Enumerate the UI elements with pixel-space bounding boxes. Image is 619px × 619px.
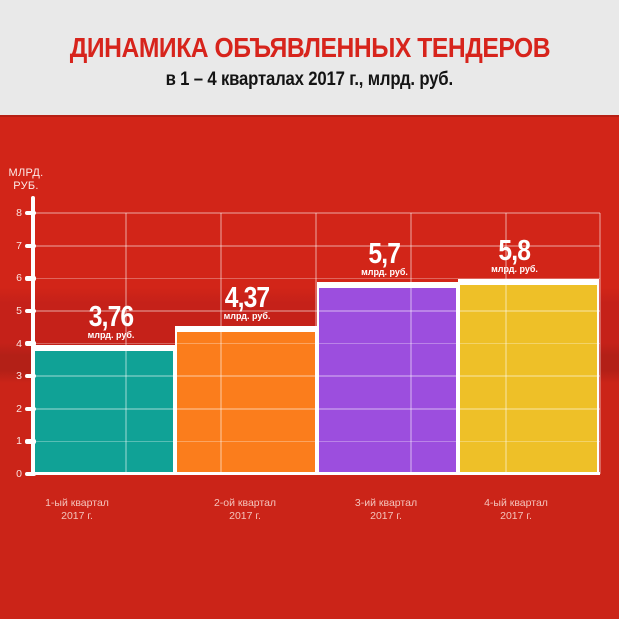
bar-value-label: 4,37 млрд. руб. (221, 281, 273, 321)
x-axis-label: 1-ый квартал 2017 г. (45, 497, 109, 523)
h-gridline (34, 310, 600, 312)
y-axis-line (31, 196, 35, 475)
bar-value-unit: млрд. руб. (491, 263, 538, 274)
y-tick-mark (25, 308, 36, 314)
bar-value-label: 3,76 млрд. руб. (85, 301, 137, 341)
bar-value-number: 4,37 (224, 281, 270, 314)
x-axis-label-line2: 2017 г. (61, 510, 93, 522)
bar-quarter-2 (175, 325, 317, 474)
v-gridline (505, 213, 507, 474)
x-axis-label-line2: 2017 г. (500, 510, 532, 522)
x-axis-label-line1: 2-ой квартал (213, 497, 277, 509)
y-tick-mark (25, 210, 36, 216)
x-axis-label: 3-ий квартал 2017 г. (355, 497, 417, 523)
y-tick-mark (25, 471, 36, 477)
y-tick-label: 5 (16, 305, 22, 317)
y-tick-mark (25, 373, 36, 379)
chart-title: ДИНАМИКА ОБЪЯВЛЕННЫХ ТЕНДЕРОВ (69, 32, 550, 63)
y-axis-title-line: МЛРД. (8, 167, 44, 179)
h-gridline (34, 277, 600, 280)
h-gridline (34, 440, 600, 443)
v-gridline (410, 213, 412, 474)
y-axis-title-line: РУБ. (13, 180, 39, 192)
bar-value-unit: млрд. руб. (87, 330, 135, 341)
h-gridline (34, 375, 600, 377)
v-gridline (315, 213, 317, 474)
bar-value-unit: млрд. руб. (223, 310, 271, 321)
x-axis-label-line2: 2017 г. (229, 510, 261, 522)
y-tick-mark (25, 243, 36, 249)
bar-quarter-1 (33, 345, 175, 474)
chart-header: ДИНАМИКА ОБЪЯВЛЕННЫХ ТЕНДЕРОВ в 1 – 4 кв… (0, 0, 619, 115)
v-gridline (599, 213, 601, 474)
y-tick-label: 6 (16, 272, 22, 285)
x-axis-label-line2: 2017 г. (370, 510, 402, 522)
bar-quarter-3 (317, 282, 458, 474)
y-tick-label: 0 (16, 468, 22, 480)
h-gridline (34, 408, 600, 410)
h-gridline (34, 342, 600, 345)
bar-value-number: 5,7 (368, 238, 402, 271)
bar-value-label: 5,7 млрд. руб. (361, 238, 408, 278)
y-tick-label: 8 (16, 207, 22, 220)
y-tick-mark (25, 439, 36, 444)
bar-value-label: 5,8 млрд. руб. (491, 234, 538, 274)
h-gridline (34, 212, 600, 214)
y-tick-label: 3 (16, 370, 22, 383)
h-gridline (34, 245, 600, 247)
y-tick-mark (25, 276, 36, 281)
v-gridline (220, 213, 222, 474)
x-axis-label: 2-ой квартал 2017 г. (214, 497, 276, 523)
bar-value-number: 3,76 (88, 301, 134, 334)
chart-subtitle: в 1 – 4 кварталах 2017 г., млрд. руб. (165, 69, 454, 90)
x-axis-label-line1: 3-ий квартал (354, 497, 418, 509)
x-axis-baseline (31, 471, 600, 475)
y-tick-label: 1 (16, 435, 22, 448)
y-tick-label: 4 (16, 337, 22, 350)
x-axis-label: 4-ый квартал 2017 г. (484, 497, 548, 523)
bar-value-number: 5,8 (498, 234, 532, 267)
y-tick-mark (25, 341, 36, 346)
x-axis-label-line1: 4-ый квартал (484, 497, 548, 509)
y-tick-label: 2 (16, 402, 22, 415)
y-tick-mark (25, 406, 36, 412)
v-gridline (125, 213, 127, 474)
x-axis-label-line1: 1-ый квартал (45, 497, 109, 509)
bar-value-unit: млрд. руб. (361, 267, 408, 278)
y-tick-label: 7 (16, 239, 22, 252)
bar-quarter-4 (458, 278, 599, 474)
y-axis-title: МЛРД. РУБ. (3, 167, 49, 193)
